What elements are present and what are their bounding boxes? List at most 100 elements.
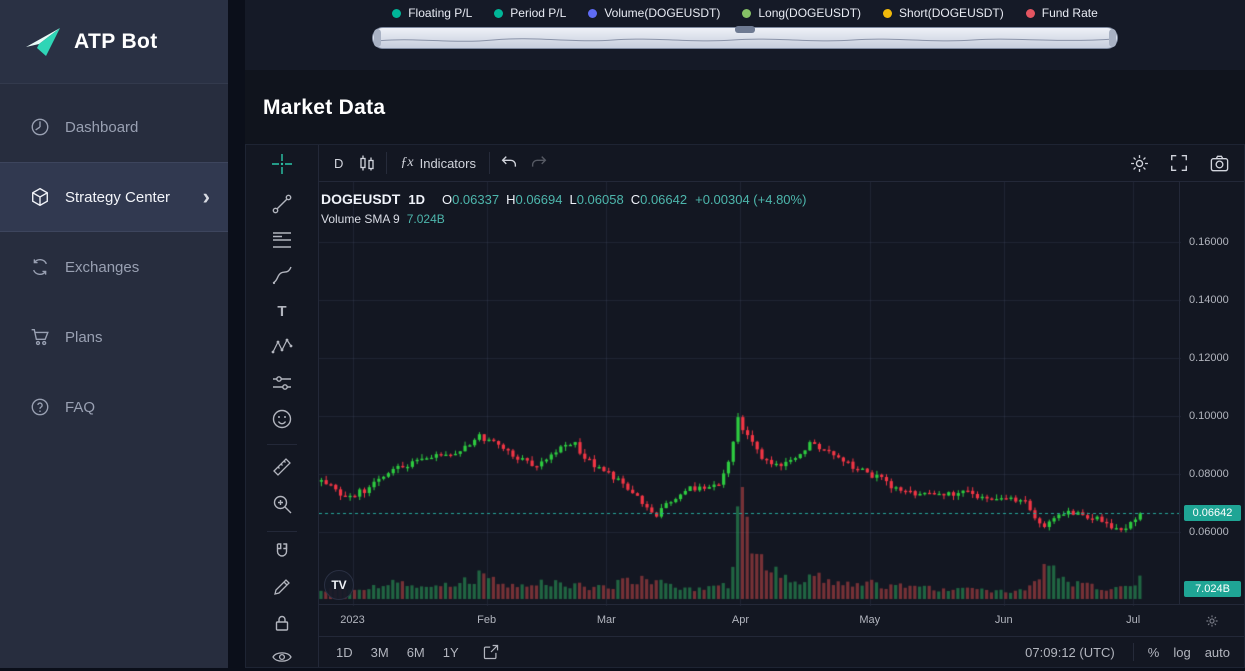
scrollbar-grip[interactable] [735,26,755,33]
interval-button[interactable]: D [325,150,352,176]
candles-icon [360,155,375,171]
brush-tool[interactable] [268,262,296,290]
legend-item-period-pl[interactable]: Period P/L [494,6,566,20]
sidebar-item-strategy-center[interactable]: Strategy Center › [0,162,228,232]
time-tick: Feb [477,614,497,626]
fullscreen-icon [1171,155,1187,171]
text-tool[interactable]: T [268,297,296,325]
clock-utc[interactable]: 07:09:12 (UTC) [1025,644,1115,660]
auto-scale-toggle[interactable]: auto [1204,644,1230,660]
close-value: 0.06642 [640,192,688,207]
legend-dot [588,8,598,18]
price-tick: 0.14000 [1189,294,1229,306]
redo-icon [531,156,547,167]
high-label: H [506,192,516,207]
crosshair-tool[interactable] [268,150,296,178]
indicators-button[interactable]: ƒx Indicators [391,150,485,176]
legend-item-floating-pl[interactable]: Floating P/L [392,6,472,20]
open-label: O [441,192,453,207]
toolbar-divider [267,444,297,445]
tradingview-logo[interactable]: TV [324,570,354,600]
fx-icon: ƒx [400,155,414,170]
lock-drawings-tool[interactable] [268,609,296,637]
candlestick-chart-canvas[interactable] [319,182,1181,606]
measure-ruler-tool[interactable] [268,453,296,481]
symbol-interval: 1D [408,192,425,207]
sidebar-item-label: FAQ [65,398,96,416]
scrollbar-left-handle[interactable] [374,29,381,47]
legend-dot [392,8,402,18]
time-tick: Jun [994,614,1013,626]
sidebar-item-exchanges[interactable]: Exchanges [0,232,228,302]
tradingview-chart-widget: T [245,144,1245,668]
legend-item-volume[interactable]: Volume(DOGEUSDT) [588,6,720,20]
dashboard-icon [31,118,49,136]
percent-scale-toggle[interactable]: % [1147,644,1160,660]
legend-dot [883,8,893,18]
zoom-in-tool[interactable] [268,490,296,518]
trend-line-tool[interactable] [268,190,296,218]
scrollbar-sparkline [376,38,1116,42]
go-to-date-button[interactable] [482,643,500,661]
legend-dot [494,8,504,18]
price-tick: 0.10000 [1189,410,1229,422]
range-button-3m[interactable]: 3M [370,644,389,660]
low-label: L [569,192,577,207]
legend-item-long[interactable]: Long(DOGEUSDT) [742,6,861,20]
high-value: 0.06694 [515,192,563,207]
go-to-date-icon [483,644,498,660]
small-gear-icon [1205,614,1218,627]
legend-dot [1025,8,1035,18]
sidebar-item-dashboard[interactable]: Dashboard [0,92,228,162]
time-axis[interactable]: 2023 Feb Mar Apr May Jun Jul [319,604,1179,636]
legend-label: Fund Rate [1041,6,1098,20]
fullscreen-button[interactable] [1164,149,1194,177]
interval-label: D [334,155,344,171]
time-tick: Apr [731,614,749,626]
range-button-1y[interactable]: 1Y [442,644,459,660]
legend-label: Period P/L [510,6,567,20]
undo-button[interactable] [494,149,524,177]
drawing-mode-tool[interactable] [268,573,296,601]
axis-settings-corner[interactable] [1179,604,1244,636]
sidebar-item-plans[interactable]: Plans [0,302,228,372]
main-area: Floating P/L Period P/L Volume(DOGEUSDT)… [245,0,1245,668]
scrollbar-right-handle[interactable] [1109,29,1116,47]
fib-retracement-tool[interactable] [268,226,296,254]
legend-label: Short(DOGEUSDT) [899,6,1004,20]
app-logo[interactable]: ATP Bot [0,0,228,84]
sidebar-item-faq[interactable]: FAQ [0,372,228,442]
undo-icon [501,156,517,167]
pattern-tool[interactable] [268,333,296,361]
cart-icon [31,329,49,346]
chart-legend: Floating P/L Period P/L Volume(DOGEUSDT)… [245,0,1245,22]
log-scale-toggle[interactable]: log [1173,644,1191,660]
price-tick: 0.16000 [1189,236,1229,248]
date-range-scrollbar[interactable] [372,26,1118,49]
strategy-icon [32,187,48,207]
chart-settings-button[interactable] [1124,149,1154,177]
symbol-info-row[interactable]: DOGEUSDT 1D O0.06337 H0.06694 L0.06058 C0.066… [321,191,806,207]
hide-drawings-tool[interactable] [268,643,296,671]
legend-item-short[interactable]: Short(DOGEUSDT) [883,6,1004,20]
legend-dot [742,8,752,18]
sidebar-item-label: Strategy Center [65,188,171,206]
magnet-tool[interactable] [268,538,296,566]
range-button-1d[interactable]: 1D [336,644,353,660]
tradingview-logo-text: TV [331,578,347,592]
open-value: 0.06337 [452,192,500,207]
range-button-6m[interactable]: 6M [406,644,425,660]
change-value: +0.00304 (+4.80%) [695,192,807,207]
legend-item-fund-rate[interactable]: Fund Rate [1025,6,1098,20]
price-axis[interactable]: 0.16000 0.14000 0.12000 0.10000 0.08000 0.060… [1179,182,1244,604]
close-label: C [630,192,641,207]
question-icon [31,398,49,416]
toolbar-divider [267,531,297,532]
forecast-tool[interactable] [268,369,296,397]
volume-indicator-row[interactable]: Volume SMA 9 7.024B [321,212,445,226]
legend-label: Long(DOGEUSDT) [758,6,862,20]
screenshot-button[interactable] [1204,149,1234,177]
emoji-tool[interactable] [268,405,296,433]
chart-style-button[interactable] [352,149,382,177]
redo-button[interactable] [524,149,554,177]
